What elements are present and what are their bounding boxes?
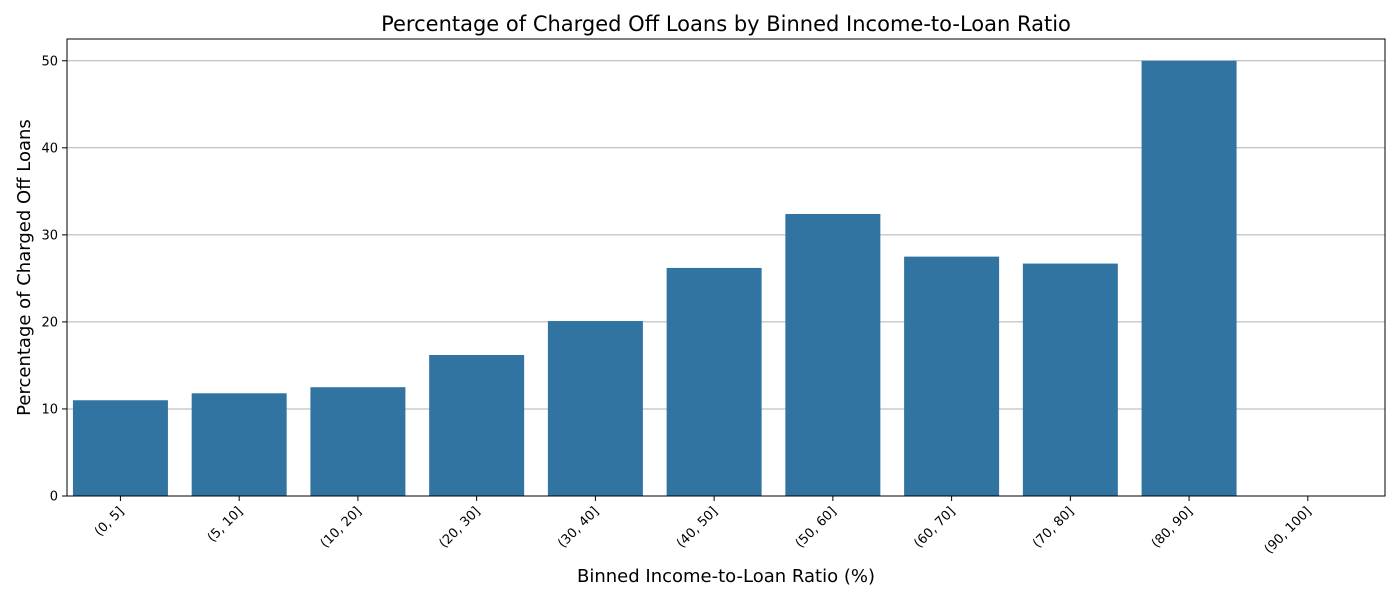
bar [429, 354, 525, 496]
x-tick-label: (20, 30] [436, 504, 483, 551]
x-tick-label: (40, 50] [674, 504, 721, 551]
bar [904, 256, 1000, 496]
bar [1141, 60, 1237, 497]
x-tick-label: (60, 70] [911, 504, 958, 551]
y-axis-label: Percentage of Charged Off Loans [14, 119, 35, 416]
chart-title: Percentage of Charged Off Loans by Binne… [381, 12, 1071, 36]
y-axis-ticks: 0 10 20 30 40 50 [41, 54, 67, 505]
bar [310, 387, 406, 496]
bar [191, 393, 287, 496]
x-tick-label: (0, 5] [92, 504, 127, 539]
plot-frame [66, 38, 1386, 497]
bar [547, 321, 643, 496]
x-axis-label: Binned Income-to-Loan Ratio (%) [577, 566, 875, 587]
x-tick-label: (70, 80] [1030, 504, 1077, 551]
y-tick-label: 10 [41, 402, 58, 417]
bar [1022, 263, 1118, 496]
bar [72, 400, 168, 496]
x-tick-label: (5, 10] [205, 504, 246, 545]
y-tick-label: 0 [50, 490, 58, 505]
bars [72, 60, 1237, 497]
y-tick-label: 40 [41, 141, 58, 156]
bar [785, 213, 881, 497]
y-tick-label: 20 [41, 315, 58, 330]
bar [666, 267, 762, 496]
y-tick-label: 50 [41, 54, 58, 69]
y-tick-label: 30 [41, 228, 58, 243]
x-tick-label: (50, 60] [793, 504, 840, 551]
x-axis-ticks: (0, 5] (5, 10] (10, 20] (20, 30] (30, 40] (40… [92, 496, 1315, 557]
x-tick-label: (80, 90] [1149, 504, 1196, 551]
x-tick-label: (10, 20] [318, 504, 365, 551]
x-tick-label: (30, 40] [555, 504, 602, 551]
x-tick-label: (90, 100] [1262, 504, 1315, 557]
